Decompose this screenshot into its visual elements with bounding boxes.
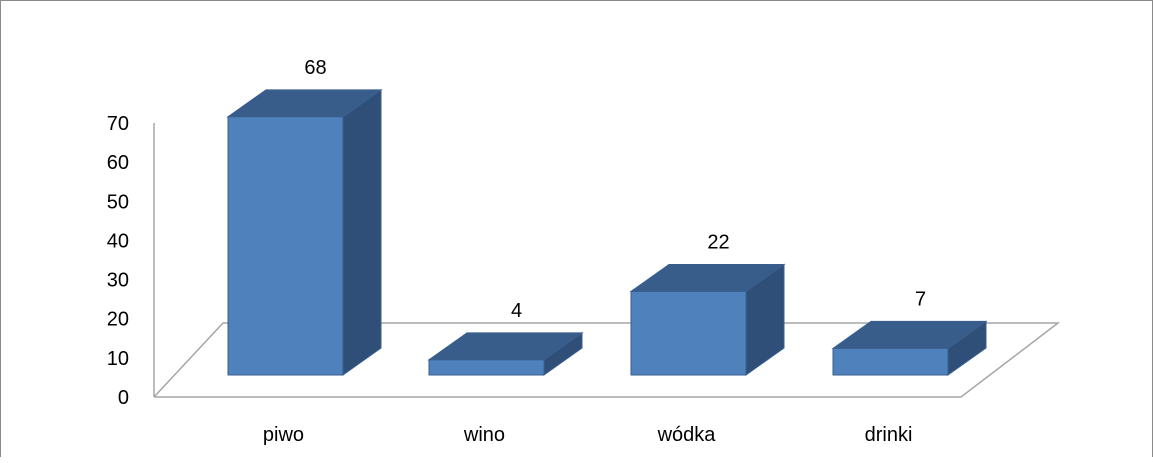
y-tick-label: 50	[107, 191, 129, 213]
bar	[427, 331, 584, 376]
data-label: 22	[707, 231, 729, 253]
bar	[629, 263, 786, 376]
y-tick-label: 30	[107, 270, 129, 292]
bars	[226, 88, 988, 376]
y-tick-label: 10	[107, 348, 129, 370]
bar-front-face	[630, 290, 747, 376]
bar-front-face	[227, 116, 344, 376]
bar-front-face	[428, 359, 545, 376]
x-tick-label: wódka	[657, 424, 717, 446]
data-label: 68	[304, 57, 326, 79]
bar-side-face	[342, 88, 382, 376]
y-tick-label: 60	[107, 152, 129, 174]
x-tick-label: wino	[463, 424, 505, 446]
y-tick-label: 20	[107, 309, 129, 331]
y-tick-label: 0	[118, 387, 129, 409]
bar	[226, 88, 383, 376]
x-tick-label: drinki	[865, 424, 913, 446]
data-label: 7	[915, 288, 926, 310]
y-tick-label: 70	[107, 113, 129, 135]
y-axis: 0 10 20 30 40 50 60 70	[107, 113, 155, 409]
data-labels: 68 4 22 7	[304, 57, 926, 322]
floor-outline	[153, 322, 1061, 398]
x-tick-label: piwo	[263, 424, 304, 446]
x-axis-labels: piwo wino wódka drinki	[263, 424, 912, 446]
chart-floor	[153, 322, 1061, 398]
bar	[831, 320, 988, 376]
data-label: 4	[511, 300, 522, 322]
bar-front-face	[832, 347, 949, 376]
y-tick-label: 40	[107, 230, 129, 252]
